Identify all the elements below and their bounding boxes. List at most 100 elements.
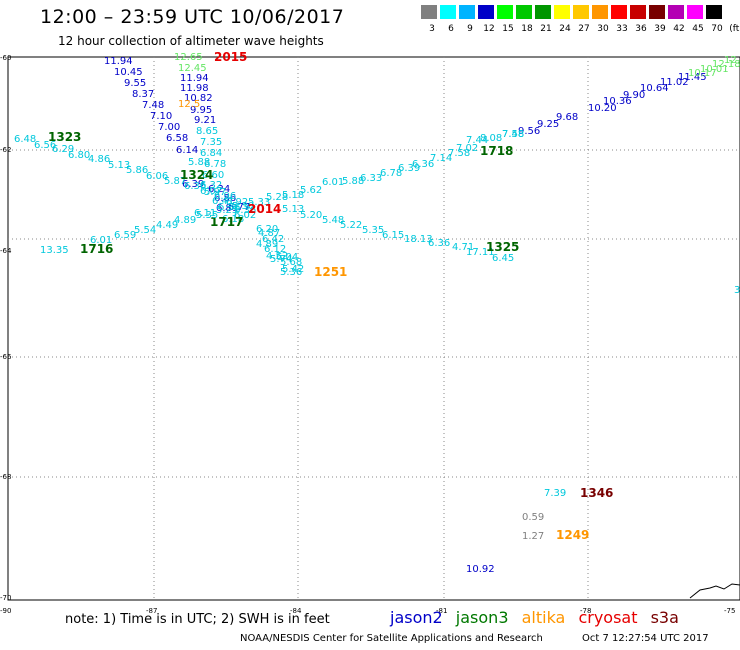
- legend-jason2: jason2: [390, 608, 443, 627]
- swh-value-cyan: 7.44: [466, 135, 488, 146]
- scale-label: 39: [654, 24, 666, 34]
- swh-value-cyan: 6.29: [52, 144, 74, 155]
- swh-value-jason2: 9.25: [537, 119, 559, 130]
- swh-value-jason2: 7.10: [150, 111, 172, 122]
- pass-label-1718: 1718: [480, 144, 513, 158]
- swh-value-gray: 1.27: [522, 531, 544, 542]
- swh-value-cyan: 7.02: [456, 143, 478, 154]
- page-subtitle: 12 hour collection of altimeter wave hei…: [58, 34, 324, 48]
- swh-value-cyan: 5.33: [248, 197, 270, 208]
- scale-label: 3: [429, 24, 435, 34]
- coastline: [689, 583, 740, 599]
- swh-value-cyan: 5.13: [282, 204, 304, 215]
- credit-line: NOAA/NESDIS Center for Satellite Applica…: [240, 633, 543, 644]
- swh-value-jason2: 6.39: [182, 179, 204, 190]
- swh-value-cyan: 4.71: [452, 242, 474, 253]
- scale-label: 36: [635, 24, 647, 34]
- scale-swatch: [630, 5, 646, 19]
- pass-label-1346: 1346: [580, 486, 613, 500]
- swh-value-jason2: 10.20: [588, 103, 617, 114]
- swh-value-jason2: 11.94: [104, 56, 133, 67]
- swh-value-cyan: 6.15: [382, 230, 404, 241]
- swh-value-cyan: 6.01: [90, 235, 112, 246]
- pass-label-1249: 1249: [556, 528, 589, 542]
- scale-swatch: [421, 5, 437, 19]
- swh-value-cyan: 4.89: [174, 215, 196, 226]
- satellite-legend: jason2 jason3 altika cryosat s3a: [390, 608, 687, 627]
- swh-value-cyan: 6.48: [14, 134, 36, 145]
- scale-label: 18: [521, 24, 533, 34]
- swh-value-cyan: 4.87: [258, 228, 280, 239]
- swh-value-cyan: 6.04: [276, 252, 298, 263]
- swh-value-cyan: 5.25: [216, 205, 238, 216]
- swh-value-cyan: 8.65: [196, 126, 218, 137]
- scale-swatch: [554, 5, 570, 19]
- scale-swatch: [478, 5, 494, 19]
- swh-value-cyan: 6.01: [322, 177, 344, 188]
- swh-value-cyan: 5.28: [266, 192, 288, 203]
- swh-value-cyan: 5.22: [340, 220, 362, 231]
- swh-value-jason2: 7.48: [142, 100, 164, 111]
- scale-label: (ft): [729, 24, 740, 34]
- swh-value-cyan: 5.88: [188, 157, 210, 168]
- swh-value-cyan: 5.35: [196, 210, 218, 221]
- swh-value-cyan: 5.42: [282, 264, 304, 275]
- scale-label: 24: [559, 24, 571, 34]
- swh-value-cyan: 6.36: [218, 202, 240, 213]
- swh-value-jason3: 12.18: [712, 59, 740, 70]
- swh-value-jason2: 10.45: [114, 67, 143, 78]
- swh-value-jason2: 10.36: [603, 96, 632, 107]
- pass-label-2014: 2014: [248, 202, 281, 216]
- swh-value-cyan: 6.12: [264, 244, 286, 255]
- swh-value-cyan: 5.30: [232, 201, 254, 212]
- swh-value-cyan: 5.88: [342, 176, 364, 187]
- swh-value-cyan: 13.35: [40, 245, 69, 256]
- longitude-label: -81: [436, 607, 447, 615]
- pass-label-1325: 1325: [486, 240, 519, 254]
- swh-value-jason2: 9.21: [194, 115, 216, 126]
- swh-value-jason2: 11.98: [180, 83, 209, 94]
- latitude-label: -64: [0, 247, 12, 255]
- swh-value-jason2: 11.94: [180, 73, 209, 84]
- swh-value-cyan: 6.39: [398, 163, 420, 174]
- pass-label-1323: 1323: [48, 130, 81, 144]
- swh-value-altika: 12.5: [178, 99, 200, 110]
- swh-value-jason2: 9.56: [518, 126, 540, 137]
- swh-value-jason2: 11.45: [678, 72, 707, 83]
- swh-value-cyan: 6.80: [68, 150, 90, 161]
- swh-value-jason3: 12.6: [724, 55, 740, 66]
- legend-jason3: jason3: [455, 608, 509, 627]
- footnote: note: 1) Time is in UTC; 2) SWH is in fe…: [65, 612, 330, 627]
- swh-value-jason2: 10.64: [640, 83, 669, 94]
- swh-value-cyan: 5.87: [164, 176, 186, 187]
- swh-value-jason3: 12.45: [178, 63, 207, 74]
- swh-value-cyan: 5.86: [126, 165, 148, 176]
- swh-value-jason2: 6.81: [216, 203, 238, 214]
- swh-value-cyan: 5.97: [204, 187, 226, 198]
- swh-value-cyan: 5.54: [134, 225, 156, 236]
- swh-value-gray: 0.59: [522, 512, 544, 523]
- swh-value-cyan: 6.59: [114, 230, 136, 241]
- swh-value-cyan: 5.74: [270, 254, 292, 265]
- scale-label: 6: [448, 24, 454, 34]
- swh-value-cyan: 6.41: [212, 196, 234, 207]
- swh-value-cyan: 7.14: [430, 153, 452, 164]
- swh-value-cyan: 6.20: [256, 224, 278, 235]
- swh-value-cyan: 6.56: [34, 140, 56, 151]
- scale-label: 9: [467, 24, 473, 34]
- swh-value-jason2: 6.24: [208, 184, 230, 195]
- swh-value-jason2: 8.37: [132, 89, 154, 100]
- scale-swatch: [516, 5, 532, 19]
- swh-value-cyan: 4.52: [266, 251, 288, 262]
- scale-label: 70: [711, 24, 723, 34]
- page-title: 12:00 – 23:59 UTC 10/06/2017: [40, 6, 345, 28]
- scale-swatch: [573, 5, 589, 19]
- scale-swatch: [440, 5, 456, 19]
- scale-swatch: [649, 5, 665, 19]
- scale-label: 21: [540, 24, 552, 34]
- scale-label: 33: [616, 24, 628, 34]
- pass-label-1716: 1716: [80, 242, 113, 256]
- scale-label: 27: [578, 24, 590, 34]
- swh-value-cyan: 6.02: [234, 210, 256, 221]
- swh-value-jason2: 10.82: [184, 93, 213, 104]
